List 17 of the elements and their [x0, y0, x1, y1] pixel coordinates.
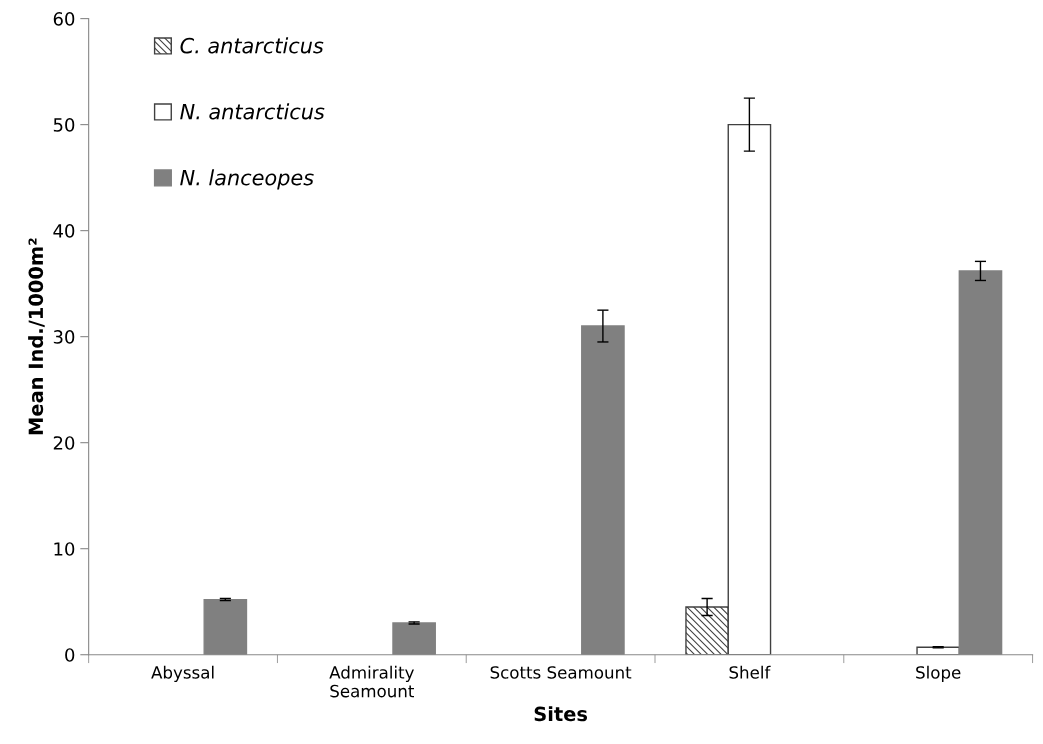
- x-tick-label: Abyssal: [151, 665, 214, 682]
- y-axis-title: Mean Ind./1000m²: [28, 238, 45, 435]
- y-tick-label: 30: [53, 330, 75, 344]
- y-tick-label: 0: [65, 648, 75, 662]
- legend-label: C. antarcticus: [180, 37, 324, 54]
- y-tick-label: 20: [53, 436, 75, 450]
- x-tick-label: Shelf: [729, 665, 771, 679]
- x-axis-title: Sites: [534, 706, 588, 722]
- y-tick-label: 10: [54, 542, 75, 556]
- x-tick-label: Scotts Seamount: [490, 666, 632, 679]
- y-tick-label: 50: [53, 118, 75, 132]
- legend-label: N. lanceopes: [180, 169, 314, 190]
- x-tick-label: Admirality Seamount: [329, 665, 414, 698]
- y-tick-label: 60: [53, 12, 75, 26]
- y-tick-label: 40: [53, 224, 75, 238]
- x-tick-label: Slope: [916, 665, 961, 682]
- legend-label: N. antarcticus: [180, 103, 325, 120]
